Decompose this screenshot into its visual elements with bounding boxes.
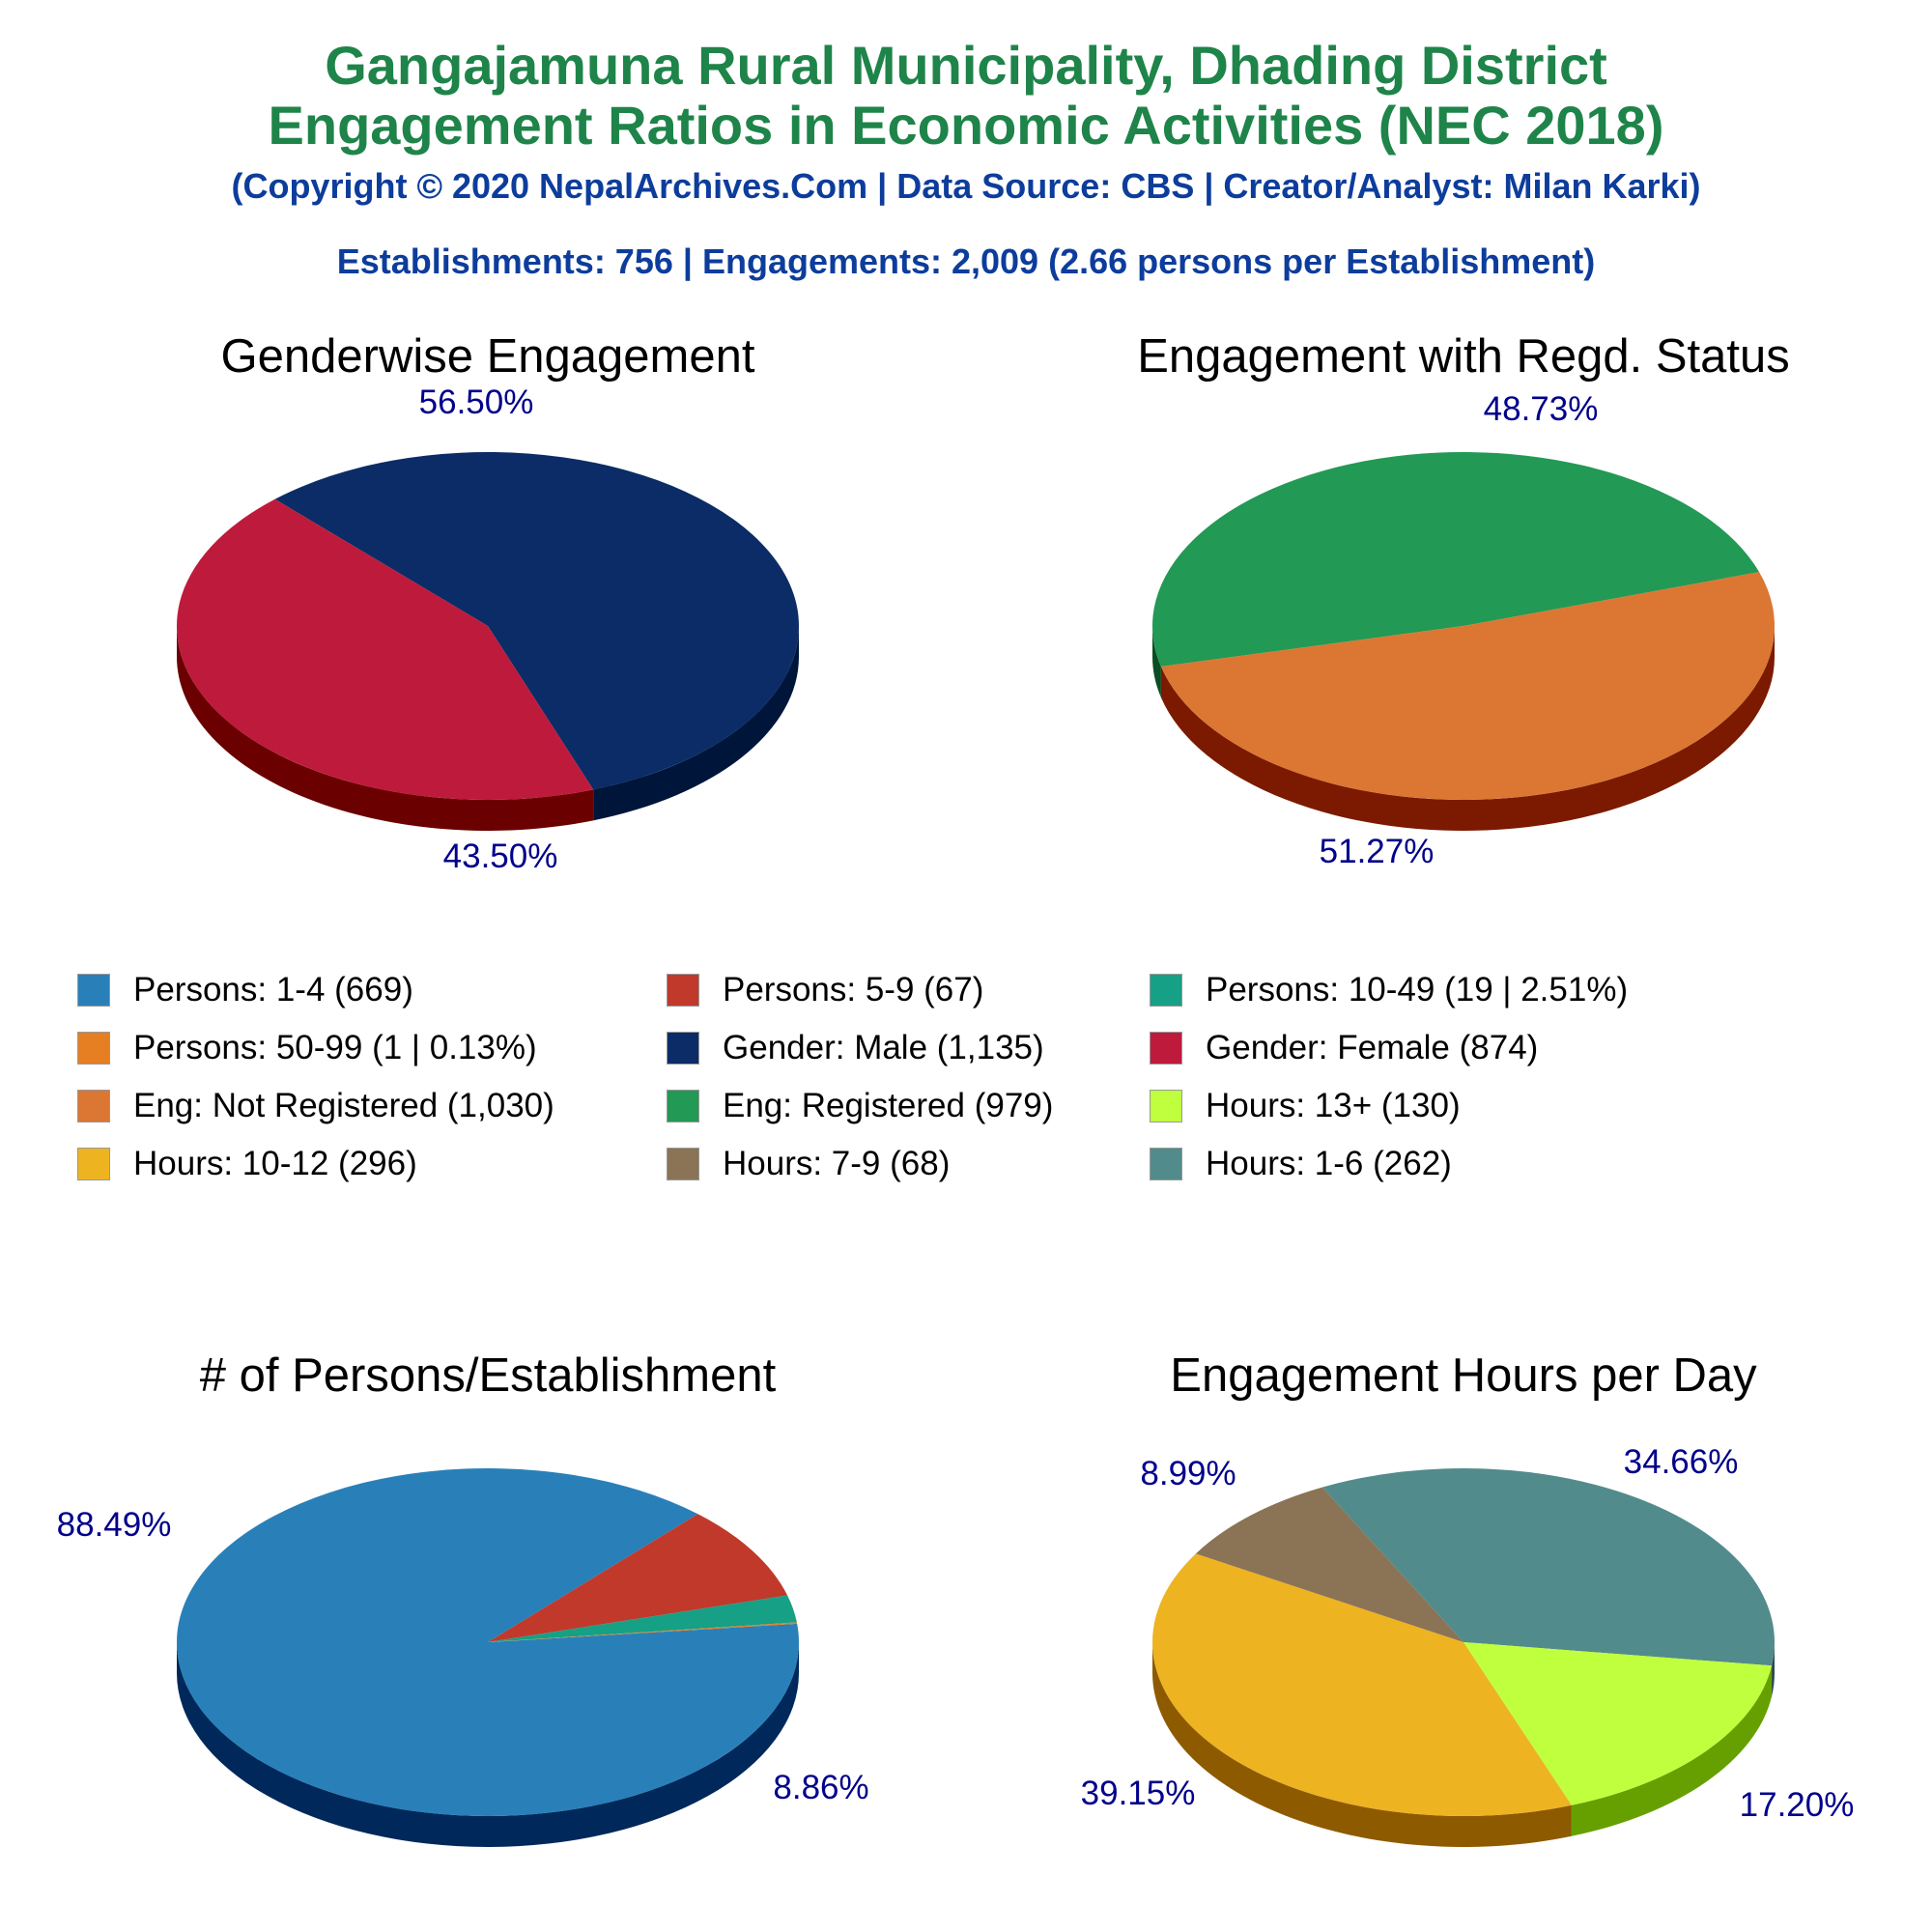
legend-swatch <box>77 974 110 1007</box>
pie-slice <box>274 452 799 790</box>
legend-swatch <box>667 1032 699 1065</box>
pie-slice-side <box>1152 626 1161 698</box>
pie-chart: Engagement with Regd. Status 48.73% 51.27% <box>1137 330 1790 870</box>
pie-slice <box>177 1468 800 1816</box>
legend-item: Gender: Female (874) <box>1150 1024 1538 1072</box>
chart-title-line2: Engagement Ratios in Economic Activities… <box>268 95 1664 156</box>
pie-percent-label: 34.66% <box>1624 1443 1739 1481</box>
pie-slice <box>1195 1487 1463 1642</box>
pie-percent-label: 51.27% <box>1320 833 1435 870</box>
legend-item: Gender: Male (1,135) <box>667 1024 1044 1072</box>
legend-item: Eng: Registered (979) <box>667 1082 1053 1130</box>
pie-slice-side <box>1772 1642 1775 1697</box>
pie-percent-label: 56.50% <box>419 384 534 421</box>
legend-label: Persons: 5-9 (67) <box>723 971 984 1009</box>
pie-slice <box>1321 1467 1775 1666</box>
pie-slice <box>488 1595 797 1642</box>
pie-chart-title: Genderwise Engagement <box>221 330 755 383</box>
pie-slice <box>488 1514 788 1642</box>
legend-swatch <box>1150 974 1182 1007</box>
pie-slice-side <box>1160 626 1775 831</box>
pie-chart-title: Engagement with Regd. Status <box>1137 330 1790 383</box>
pie-chart: # of Persons/Establishment 88.49% 8.86% <box>57 1350 869 1847</box>
pie-chart: Engagement Hours per Day 34.66% 17.20% 39.1… <box>1081 1350 1855 1847</box>
legend-swatch <box>77 1090 110 1122</box>
legend-label: Persons: 50-99 (1 | 0.13%) <box>133 1029 537 1066</box>
legend-label: Gender: Female (874) <box>1206 1029 1539 1066</box>
pie-slice <box>176 498 594 801</box>
pie-percent-label: 88.49% <box>57 1506 172 1544</box>
legend-item: Hours: 1-6 (262) <box>1150 1140 1452 1188</box>
legend-label: Eng: Not Registered (1,030) <box>133 1087 554 1124</box>
pie-percent-label: 39.15% <box>1081 1775 1196 1812</box>
legend-swatch <box>77 1032 110 1065</box>
pie-slice-side <box>177 626 594 832</box>
legend-label: Hours: 7-9 (68) <box>723 1145 951 1182</box>
legend-swatch <box>667 974 699 1007</box>
pie-slice-side <box>593 626 799 821</box>
legend-item: Persons: 50-99 (1 | 0.13%) <box>77 1024 537 1072</box>
legend-item: Persons: 1-4 (669) <box>77 966 413 1014</box>
pie-percent-label: 8.99% <box>1140 1455 1236 1492</box>
legend-swatch <box>667 1090 699 1122</box>
legend-label: Hours: 1-6 (262) <box>1206 1145 1452 1182</box>
pie-percent-label: 8.86% <box>773 1769 868 1806</box>
legend-label: Hours: 10-12 (296) <box>133 1145 417 1182</box>
legend-label: Gender: Male (1,135) <box>723 1029 1044 1066</box>
pie-slice <box>1152 452 1760 668</box>
legend-label: Persons: 10-49 (19 | 2.51%) <box>1206 971 1629 1009</box>
stats-line: Establishments: 756 | Engagements: 2,009… <box>336 242 1596 281</box>
copyright-line: (Copyright © 2020 NepalArchives.Com | Da… <box>231 166 1701 206</box>
legend-item: Hours: 13+ (130) <box>1150 1082 1461 1130</box>
legend-swatch <box>1150 1032 1182 1065</box>
pie-slice-side <box>1571 1665 1773 1836</box>
pie-percent-label: 17.20% <box>1740 1786 1855 1824</box>
legend-item: Hours: 10-12 (296) <box>77 1140 417 1188</box>
legend-item: Persons: 5-9 (67) <box>667 966 983 1014</box>
pie-percent-label: 48.73% <box>1484 390 1599 428</box>
pie-chart-title: # of Persons/Establishment <box>200 1350 777 1402</box>
legend-label: Eng: Registered (979) <box>723 1087 1054 1124</box>
legend-item: Persons: 10-49 (19 | 2.51%) <box>1150 966 1628 1014</box>
legend-label: Persons: 1-4 (669) <box>133 971 413 1009</box>
pie-slice-side <box>177 1642 799 1847</box>
legend-swatch <box>1150 1090 1182 1122</box>
pie-slice <box>488 1622 798 1642</box>
pie-slice <box>1463 1642 1773 1805</box>
legend-swatch <box>77 1148 110 1180</box>
legend-item: Hours: 7-9 (68) <box>667 1140 950 1188</box>
pie-percent-label: 43.50% <box>443 838 558 875</box>
legend-item: Eng: Not Registered (1,030) <box>77 1082 554 1130</box>
pie-slice <box>1152 1553 1572 1816</box>
pie-slice <box>1160 572 1776 801</box>
legend-swatch <box>667 1148 699 1180</box>
legend-label: Hours: 13+ (130) <box>1206 1087 1461 1124</box>
pie-chart-title: Engagement Hours per Day <box>1170 1350 1757 1402</box>
pie-slice-side <box>1152 1642 1572 1847</box>
chart-title-line1: Gangajamuna Rural Municipality, Dhading … <box>325 35 1607 96</box>
legend-swatch <box>1150 1148 1182 1180</box>
